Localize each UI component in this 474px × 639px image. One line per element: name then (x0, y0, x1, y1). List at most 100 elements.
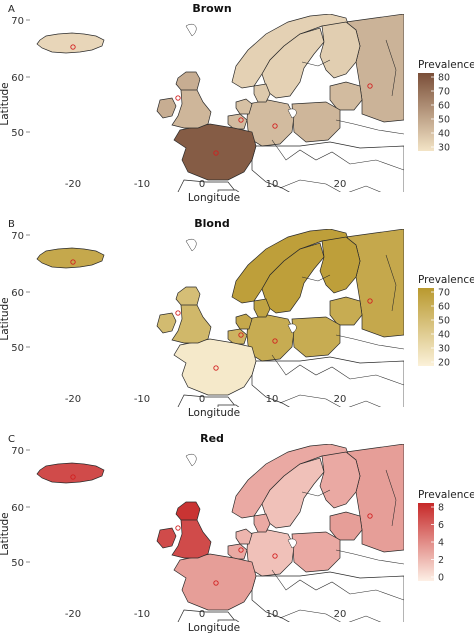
border-line (301, 59, 331, 67)
x-tick-label: -10 (134, 179, 150, 190)
southern-country-outline (177, 179, 237, 192)
border-line (335, 549, 404, 565)
southern-country-outline (177, 609, 237, 622)
country-denmark (253, 298, 271, 318)
legend: Prevalence 80 70 60 50 40 30 (418, 59, 474, 154)
border-line (271, 569, 404, 601)
legend-tick-label: 20 (438, 358, 450, 369)
country-sweden (261, 27, 325, 99)
sample-site-marker (238, 117, 244, 123)
legend-tick-label: 4 (438, 538, 444, 549)
x-tick-label: 10 (266, 179, 279, 190)
legend-tick-label: 2 (438, 555, 444, 566)
panel-blond: B Blond 50 60 70 Latitude -20 -10 0 10 20 Longitude… (0, 217, 474, 419)
x-tick-label: -10 (134, 394, 150, 405)
legend-tick-label: 60 (438, 101, 450, 112)
southern-country-outline (251, 356, 404, 407)
y-tick-label: 50 (11, 128, 24, 139)
legend-tick-label: 70 (438, 288, 450, 299)
legend-tick-label: 60 (438, 302, 450, 313)
lake-outline (185, 453, 197, 467)
y-tick-label: 60 (11, 73, 24, 84)
legend-colorbar (418, 288, 434, 366)
legend-colorbar (418, 73, 434, 151)
country-finland (319, 451, 361, 509)
country-poland (291, 316, 341, 358)
country-finland (319, 236, 361, 294)
x-tick-label: -20 (65, 394, 81, 405)
panel-letter: B (8, 219, 15, 230)
country-iceland (36, 462, 105, 484)
sample-site-marker (272, 553, 278, 559)
panel-title: Brown (192, 2, 231, 15)
country-baltics (329, 81, 363, 111)
legend-colorbar (418, 503, 434, 581)
country-england (171, 89, 212, 129)
border-line (301, 489, 331, 497)
legend-tick-label: 6 (438, 520, 444, 531)
x-tick-label: 0 (199, 179, 205, 190)
y-tick-label: 50 (11, 343, 24, 354)
sample-site-marker (70, 259, 76, 265)
legend-tick-label: 50 (438, 316, 450, 327)
sample-site-marker (213, 150, 219, 156)
country-ireland (156, 527, 177, 549)
y-tick-label: 60 (11, 503, 24, 514)
legend-tick-label: 50 (438, 115, 450, 126)
country-belgium (227, 113, 248, 130)
country-germany (246, 99, 295, 147)
country-baltics (329, 511, 363, 541)
y-axis-label: Latitude (0, 82, 11, 125)
border-line (385, 469, 397, 527)
southern-country-outline (251, 571, 404, 622)
country-germany (246, 314, 295, 362)
country-poland (291, 531, 341, 573)
legend-title: Prevalence (418, 59, 474, 71)
panel-title: Blond (194, 217, 229, 230)
y-tick-label: 70 (11, 16, 24, 27)
sample-site-marker (238, 547, 244, 553)
x-axis-label: Longitude (188, 407, 240, 419)
sample-site-marker (367, 83, 373, 89)
country-finland (319, 21, 361, 79)
x-tick-label: 20 (334, 609, 347, 620)
legend-tick-label: 80 (438, 73, 450, 84)
border-line (279, 609, 382, 622)
country-belgium (227, 543, 248, 560)
country-denmark (253, 83, 271, 103)
x-tick-label: 10 (266, 394, 279, 405)
lake-outline (287, 538, 297, 549)
x-axis-label: Longitude (188, 622, 240, 634)
y-tick-label: 70 (11, 231, 24, 242)
x-tick-label: -20 (65, 179, 81, 190)
sample-site-marker (367, 513, 373, 519)
sample-site-marker (213, 365, 219, 371)
x-axis-label: Longitude (188, 192, 240, 204)
border-line (301, 274, 331, 282)
country-england (171, 304, 212, 344)
country-ireland (156, 97, 177, 119)
country-sweden (261, 457, 325, 529)
country-poland (291, 101, 341, 143)
legend: Prevalence 70 60 50 40 30 20 (418, 274, 474, 369)
sample-site-marker (272, 338, 278, 344)
country-iceland (36, 247, 105, 269)
country-france (173, 553, 257, 611)
border-line (279, 179, 382, 192)
sample-site-marker (272, 123, 278, 129)
legend-title: Prevalence (418, 274, 474, 286)
map-red (36, 444, 404, 622)
legend-title: Prevalence (418, 489, 474, 501)
legend: Prevalence 8 6 4 2 0 (418, 489, 474, 584)
y-axis-label: Latitude (0, 512, 11, 555)
southern-country-outline (251, 141, 404, 192)
country-netherlands (235, 98, 253, 115)
x-tick-label: -20 (65, 609, 81, 620)
legend-tick-label: 0 (438, 573, 444, 584)
border-line (335, 334, 404, 350)
panel-letter: A (8, 4, 15, 15)
country-sweden (261, 242, 325, 314)
country-france (173, 123, 257, 181)
legend-tick-label: 30 (438, 344, 450, 355)
